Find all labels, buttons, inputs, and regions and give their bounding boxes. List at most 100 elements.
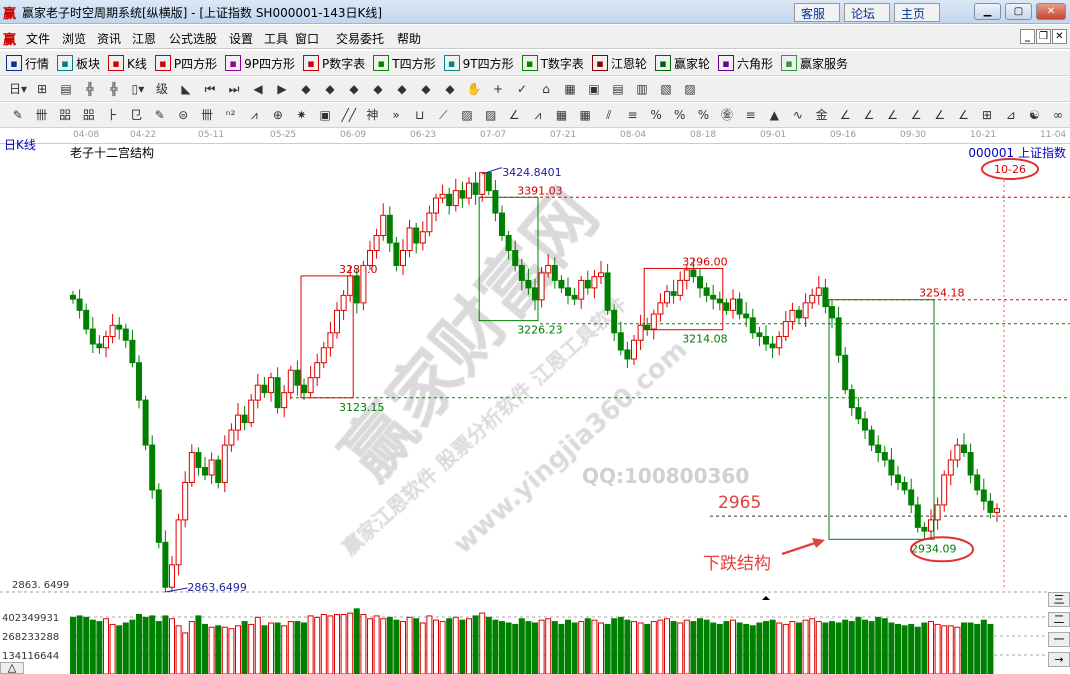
tool-icon[interactable]: ▤ [60,82,72,96]
tool-icon[interactable]: ∠ [934,108,946,122]
tool-icon[interactable]: ∠ [958,108,969,122]
tool-icon[interactable]: ☯ [1028,108,1040,122]
tool-icon[interactable]: ▨ [684,82,696,96]
tool-icon[interactable]: ∠ [508,108,520,122]
tool-icon[interactable]: ╬ [110,82,118,96]
tool-icon[interactable]: 级 [155,82,168,96]
menu-item[interactable]: 窗口 [295,32,320,46]
volume-scale-button[interactable]: 二 [1048,612,1070,627]
tool-icon[interactable]: ⊿ [1005,108,1016,122]
menu-item[interactable]: 设置 [229,32,254,46]
tool-icon[interactable]: ▨ [484,108,497,122]
tool-icon[interactable]: ⁿ² [225,108,236,122]
tool-icon[interactable]: 㗊 [59,108,72,122]
tool-icon[interactable]: ╬ [86,82,94,96]
tool-icon[interactable]: ▲ [769,108,779,122]
tool-icon[interactable]: ⌂ [542,82,550,96]
tool-icon[interactable]: ◆ [325,82,335,96]
tool-icon[interactable]: ◣ [181,82,191,96]
mdi-minimize-button[interactable]: _ [1020,29,1035,44]
tool-icon[interactable]: ▣ [319,108,331,122]
volume-scale-button[interactable]: → [1048,652,1070,667]
toolbar-button[interactable]: ▪ T数字表 [521,55,584,72]
tool-icon[interactable]: ≡ [745,108,756,122]
menu-item[interactable]: 资讯 [97,32,122,46]
forum-button[interactable]: 论坛 [844,3,890,22]
tool-icon[interactable]: ⊜ [178,108,189,122]
tool-icon[interactable]: ⏮ [204,82,216,96]
toolbar-button[interactable]: ▪ 9P四方形 [225,55,295,72]
tool-icon[interactable]: ▦ [579,108,591,122]
tool-icon[interactable]: 日▾ [8,82,28,96]
tool-icon[interactable]: ▦ [555,108,568,122]
tool-icon[interactable]: ∠ [863,108,875,122]
tool-icon[interactable]: ㊎ [721,108,734,122]
menu-item[interactable]: 江恩 [132,32,157,46]
tool-icon[interactable]: ◆ [373,82,383,96]
tool-icon[interactable]: % [674,108,686,122]
tool-icon[interactable]: ⫽ [606,108,612,122]
tool-icon[interactable]: ✓ [516,82,528,96]
toolbar-button[interactable]: ▪ 9T四方形 [443,55,514,72]
maximize-button[interactable]: ▢ [1005,3,1032,20]
toolbar-button[interactable]: ▪ 六角形 [717,55,773,72]
tool-icon[interactable]: ∠ [887,108,898,122]
tool-icon[interactable]: ✷ [296,108,307,122]
tool-icon[interactable]: ⊞ [982,108,993,122]
tool-icon[interactable]: ▶ [277,82,287,96]
menu-item[interactable]: 浏览 [62,32,87,46]
tool-icon[interactable]: ✎ [12,108,23,122]
tool-icon[interactable]: ≡ [627,108,638,122]
tool-icon[interactable]: ⟋ [439,108,448,122]
toolbar-button[interactable]: ▪ 赢家服务 [780,55,848,72]
homepage-button[interactable]: 主页 [894,3,940,22]
customer-service-button[interactable]: 客服 [794,3,840,22]
tool-icon[interactable]: ▧ [660,82,672,96]
toolbar-button[interactable]: ▪ P四方形 [154,55,217,72]
tool-icon[interactable]: % [697,108,710,122]
tool-icon[interactable]: ╱╱ [341,108,357,122]
tool-icon[interactable]: ◆ [397,82,407,96]
toolbar-button[interactable]: ▪ 板块 [57,55,100,72]
tool-icon[interactable]: ⊔ [415,108,425,122]
tool-icon[interactable]: » [392,108,400,122]
tool-icon[interactable]: ⺊ [106,108,119,122]
tool-icon[interactable]: ⩘ [250,108,258,122]
tool-icon[interactable]: ✎ [154,108,165,122]
minimize-button[interactable]: ▁ [974,3,1001,20]
menu-item[interactable]: 公式选股 [169,32,218,46]
tool-icon[interactable]: ◆ [421,82,431,96]
tool-icon[interactable]: 卌 [35,108,48,122]
tool-icon[interactable]: 㗊 [82,108,95,122]
mdi-restore-button[interactable]: ❐ [1036,29,1051,44]
tool-icon[interactable]: + [492,82,504,96]
tool-icon[interactable]: ▨ [461,108,473,122]
tool-icon[interactable]: ∞ [1053,108,1063,122]
tool-icon[interactable]: ▣ [588,82,600,96]
toolbar-button[interactable]: ▪ 行情 [6,55,49,72]
volume-scale-button[interactable]: 一 [1048,632,1070,647]
tool-icon[interactable]: ▯▾ [131,82,145,96]
toolbar-button[interactable]: ▪ P数字表 [303,55,365,72]
tool-icon[interactable]: ∠ [839,108,851,122]
tool-icon[interactable]: ◆ [445,82,455,96]
toolbar-button[interactable]: ▪ 江恩轮 [591,55,647,72]
tool-icon[interactable]: ◆ [301,82,311,96]
menu-item[interactable]: 文件 [26,32,51,46]
tool-icon[interactable]: % [650,108,662,122]
toolbar-button[interactable]: ▪ K线 [108,55,147,72]
tool-icon[interactable]: ◀ [253,82,263,96]
menu-item[interactable]: 帮助 [397,32,422,46]
tool-icon[interactable]: ⊞ [36,82,48,96]
tool-icon[interactable]: ✋ [466,82,482,96]
kline-chart[interactable]: 402349931 268233288 134116644 2863. 6499 296… [0,145,1070,674]
volume-scale-button[interactable]: 三 [1048,592,1070,607]
tool-icon[interactable]: 卌 [200,108,213,122]
tool-icon[interactable]: ◆ [349,82,359,96]
tool-icon[interactable]: ⩘ [534,108,542,122]
toolbar-button[interactable]: ▪ T四方形 [373,55,436,72]
tool-icon[interactable]: ∠ [910,108,922,122]
tool-icon[interactable]: ⊕ [272,108,283,122]
tool-icon[interactable]: ▥ [636,82,648,96]
tool-icon[interactable]: ▤ [612,82,624,96]
